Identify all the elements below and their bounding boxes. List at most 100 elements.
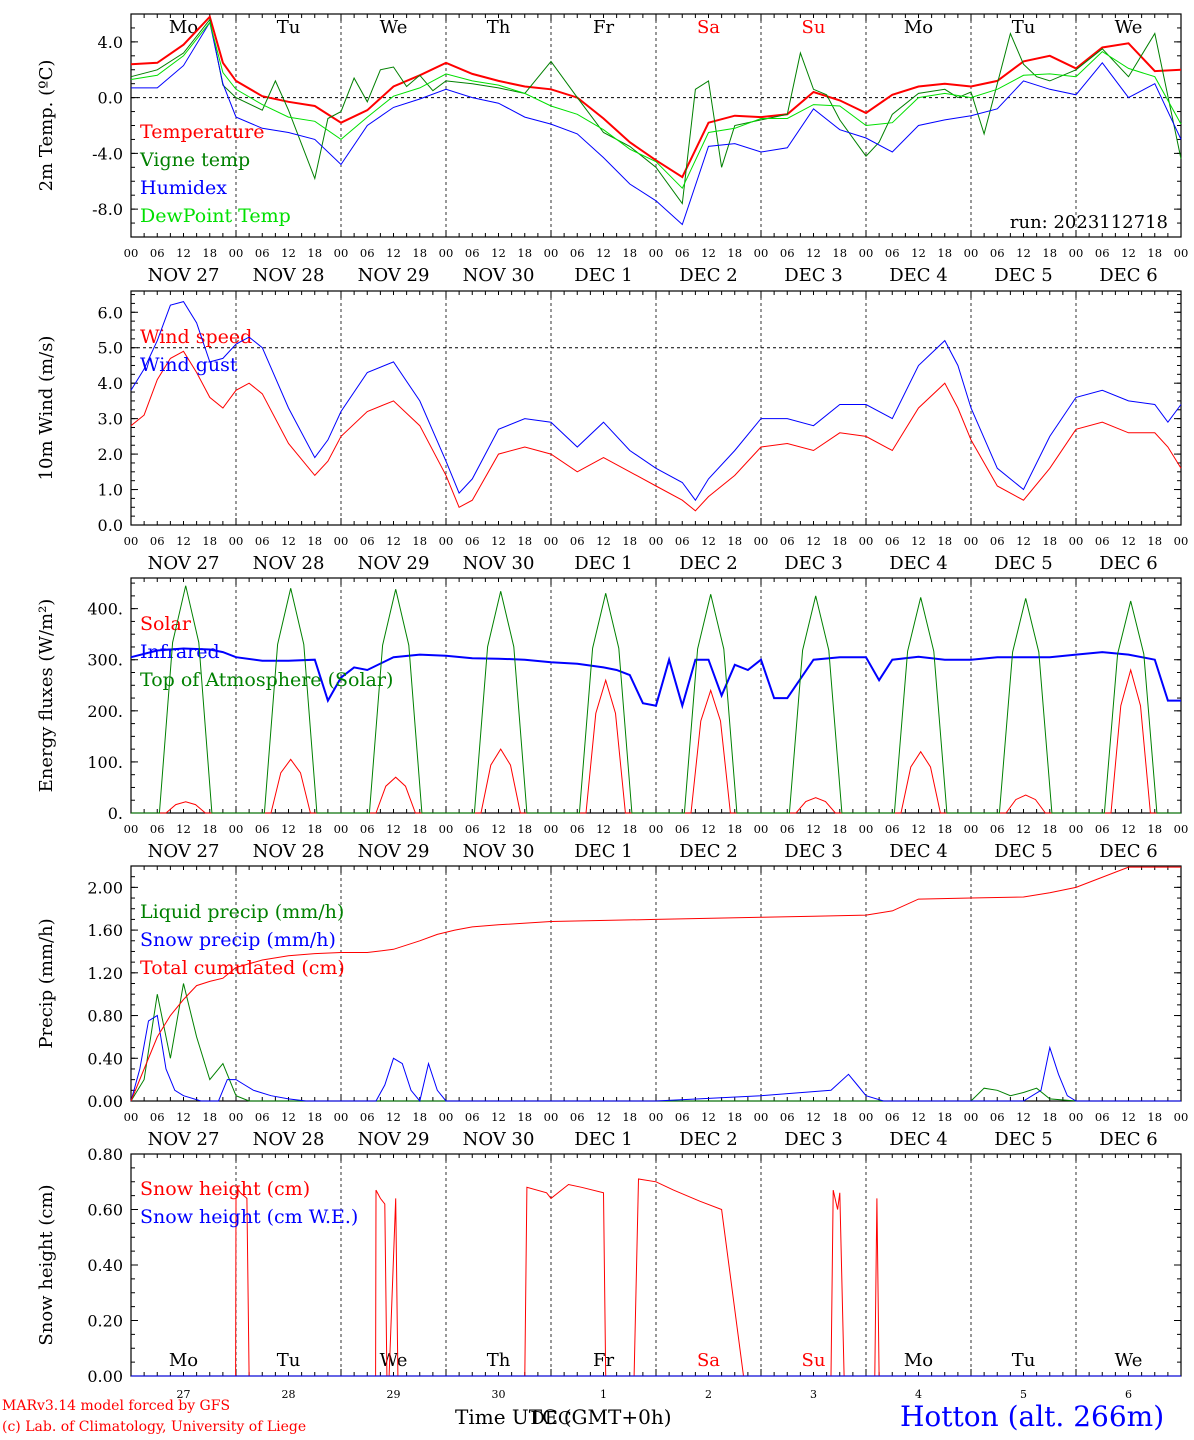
- legend-entry: DewPoint Temp: [140, 205, 291, 227]
- legend-entry: Humidex: [140, 177, 227, 199]
- y-tick-label: 0.80: [87, 1145, 123, 1164]
- y-tick-label: 300.: [87, 651, 123, 670]
- x-hour-label: 18: [1042, 534, 1057, 548]
- weekday-label: Fr: [593, 17, 614, 38]
- x-hour-label: 18: [1147, 822, 1162, 836]
- y-tick-label: 0.80: [87, 1007, 123, 1026]
- x-hour-label: 00: [754, 246, 769, 260]
- x-date-label: NOV 30: [463, 265, 535, 286]
- y-axis-label: Energy fluxes (W/m²): [36, 599, 57, 793]
- x-hour-label: 18: [622, 534, 637, 548]
- y-tick-label: 0.00: [87, 1092, 123, 1111]
- x-hour-label: 12: [386, 534, 401, 548]
- x-hour-label: 18: [832, 822, 847, 836]
- weekday-label: We: [1115, 1350, 1143, 1371]
- x-hour-label: 12: [491, 534, 506, 548]
- y-tick-label: -8.0: [92, 200, 123, 219]
- x-hour-label: 12: [1121, 534, 1136, 548]
- x-hour-label: 06: [885, 534, 900, 548]
- x-day-label: 2: [705, 1388, 712, 1401]
- x-hour-label: 18: [832, 534, 847, 548]
- plot-frame: [130, 13, 1182, 238]
- x-hour-label: 00: [544, 246, 559, 260]
- legend-entry: Snow height (cm W.E.): [140, 1206, 358, 1228]
- series-line-vigne-temp: [130, 18, 1182, 205]
- x-hour-label: 00: [124, 534, 139, 548]
- x-hour-label: 06: [570, 534, 585, 548]
- x-hour-label: 06: [570, 822, 585, 836]
- x-hour-label: 12: [806, 1110, 821, 1124]
- x-hour-label: 12: [491, 246, 506, 260]
- x-date-label: DEC 2: [679, 1129, 738, 1150]
- x-hour-label: 12: [176, 246, 191, 260]
- model-credit: MARv3.14 model forced by GFS: [2, 1398, 231, 1414]
- x-date-label: NOV 28: [253, 553, 325, 574]
- x-hour-label: 00: [964, 246, 979, 260]
- x-hour-label: 00: [334, 1110, 349, 1124]
- x-hour-label: 12: [911, 246, 926, 260]
- x-hour-label: 06: [255, 1110, 270, 1124]
- x-hour-label: 18: [832, 246, 847, 260]
- x-date-label: NOV 27: [148, 265, 220, 286]
- y-tick-label: 3.0: [98, 410, 123, 429]
- lab-credit: (c) Lab. of Climatology, University of L…: [2, 1419, 307, 1435]
- x-hour-label: 00: [1069, 534, 1084, 548]
- x-hour-label: 12: [1121, 822, 1136, 836]
- x-day-label: 28: [282, 1388, 296, 1401]
- x-hour-label: 00: [754, 822, 769, 836]
- x-hour-label: 06: [570, 246, 585, 260]
- x-hour-label: 12: [386, 1110, 401, 1124]
- x-date-label: DEC 5: [994, 841, 1053, 862]
- x-hour-label: 00: [439, 246, 454, 260]
- x-hour-label: 12: [806, 534, 821, 548]
- y-tick-label: 400.: [87, 600, 123, 619]
- legend-entry: Solar: [140, 613, 192, 635]
- x-hour-label: 18: [1042, 822, 1057, 836]
- x-hour-label: 06: [465, 534, 480, 548]
- x-date-label: NOV 29: [358, 265, 430, 286]
- x-date-label: DEC 1: [574, 1129, 633, 1150]
- x-hour-label: 00: [1069, 822, 1084, 836]
- x-date-label: DEC 6: [1099, 841, 1158, 862]
- y-tick-label: 0.40: [87, 1049, 123, 1068]
- x-date-label: DEC 5: [994, 265, 1053, 286]
- panel-5: 0.80 0.60 0.40 0.20 0.00 Snow height (cm) 27 28…: [36, 1145, 1182, 1429]
- x-hour-label: 12: [281, 534, 296, 548]
- x-hour-label: 00: [439, 534, 454, 548]
- x-date-label: NOV 27: [148, 1129, 220, 1150]
- x-hour-label: 06: [360, 1110, 375, 1124]
- x-date-label: DEC 1: [574, 265, 633, 286]
- x-date-label: NOV 27: [148, 841, 220, 862]
- x-hour-label: 18: [202, 1110, 217, 1124]
- x-hour-label: 06: [150, 822, 165, 836]
- x-date-label: DEC 4: [889, 841, 948, 862]
- series-line-humidex: [131, 21, 1182, 226]
- x-date-label: DEC 2: [679, 841, 738, 862]
- x-hour-label: 00: [439, 1110, 454, 1124]
- y-tick-label: 100.: [87, 753, 123, 772]
- x-hour-label: 18: [517, 246, 532, 260]
- x-hour-label: 18: [307, 534, 322, 548]
- weekday-label: Tu: [277, 17, 301, 38]
- x-hour-label: 00: [964, 1110, 979, 1124]
- legend-entry: Temperature: [140, 121, 264, 143]
- x-day-label: 27: [177, 1388, 191, 1401]
- y-tick-label: 1.20: [87, 964, 123, 983]
- x-hour-label: 06: [885, 822, 900, 836]
- x-hour-label: 00: [649, 246, 664, 260]
- x-hour-label: 00: [1174, 534, 1189, 548]
- x-hour-label: 18: [937, 822, 952, 836]
- y-tick-label: 1.60: [87, 921, 123, 940]
- weekday-label: Mo: [904, 1350, 933, 1371]
- x-hour-label: 00: [124, 246, 139, 260]
- x-hour-label: 18: [622, 822, 637, 836]
- x-hour-label: 00: [964, 822, 979, 836]
- x-hour-label: 06: [675, 822, 690, 836]
- y-tick-label: 2.0: [98, 445, 123, 464]
- x-hour-label: 06: [780, 822, 795, 836]
- x-hour-label: 18: [307, 246, 322, 260]
- x-hour-label: 06: [990, 1110, 1005, 1124]
- x-date-label: DEC 5: [994, 1129, 1053, 1150]
- x-hour-label: 06: [780, 534, 795, 548]
- x-hour-label: 18: [202, 534, 217, 548]
